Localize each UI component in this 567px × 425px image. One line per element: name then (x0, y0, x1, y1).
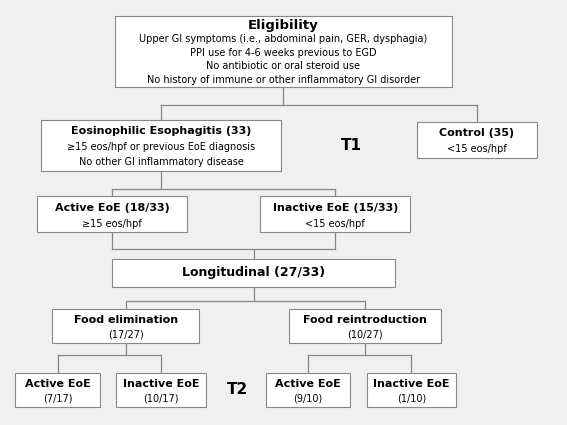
FancyBboxPatch shape (266, 373, 350, 407)
Text: (1/10): (1/10) (397, 394, 426, 404)
Text: Control (35): Control (35) (439, 128, 514, 139)
Text: Active EoE (18/33): Active EoE (18/33) (54, 203, 170, 213)
FancyBboxPatch shape (116, 373, 206, 407)
Text: Active EoE: Active EoE (25, 379, 91, 389)
FancyBboxPatch shape (115, 16, 452, 87)
Text: Inactive EoE: Inactive EoE (123, 379, 199, 389)
Text: Inactive EoE (15/33): Inactive EoE (15/33) (273, 203, 398, 213)
FancyBboxPatch shape (52, 309, 199, 343)
Text: Active EoE: Active EoE (275, 379, 341, 389)
Text: T2: T2 (227, 382, 248, 397)
Text: <15 eos/hpf: <15 eos/hpf (306, 219, 365, 229)
Text: PPI use for 4-6 weeks previous to EGD: PPI use for 4-6 weeks previous to EGD (190, 48, 377, 58)
Text: ≥15 eos/hpf: ≥15 eos/hpf (82, 219, 142, 229)
FancyBboxPatch shape (112, 259, 395, 287)
Text: (10/17): (10/17) (143, 394, 179, 404)
Text: T1: T1 (341, 138, 362, 153)
Text: (7/17): (7/17) (43, 394, 73, 404)
FancyBboxPatch shape (260, 196, 410, 232)
Text: <15 eos/hpf: <15 eos/hpf (447, 144, 506, 154)
Text: Eligibility: Eligibility (248, 19, 319, 32)
Text: (10/27): (10/27) (348, 330, 383, 340)
Text: (9/10): (9/10) (293, 394, 323, 404)
Text: No antibiotic or oral steroid use: No antibiotic or oral steroid use (206, 61, 361, 71)
FancyBboxPatch shape (37, 196, 187, 232)
Text: No history of immune or other inflammatory GI disorder: No history of immune or other inflammato… (147, 75, 420, 85)
FancyBboxPatch shape (289, 309, 441, 343)
Text: Food reintroduction: Food reintroduction (303, 315, 427, 325)
Text: Upper GI symptoms (i.e., abdominal pain, GER, dysphagia): Upper GI symptoms (i.e., abdominal pain,… (139, 34, 428, 44)
Text: (17/27): (17/27) (108, 330, 143, 340)
Text: Eosinophilic Esophagitis (33): Eosinophilic Esophagitis (33) (71, 126, 251, 136)
Text: ≥15 eos/hpf or previous EoE diagnosis: ≥15 eos/hpf or previous EoE diagnosis (67, 142, 255, 152)
Text: Inactive EoE: Inactive EoE (373, 379, 450, 389)
Text: Longitudinal (27/33): Longitudinal (27/33) (182, 266, 325, 279)
FancyBboxPatch shape (417, 122, 536, 158)
FancyBboxPatch shape (366, 373, 456, 407)
Text: No other GI inflammatory disease: No other GI inflammatory disease (79, 157, 243, 167)
FancyBboxPatch shape (15, 373, 100, 407)
Text: Food elimination: Food elimination (74, 315, 177, 325)
FancyBboxPatch shape (41, 120, 281, 171)
